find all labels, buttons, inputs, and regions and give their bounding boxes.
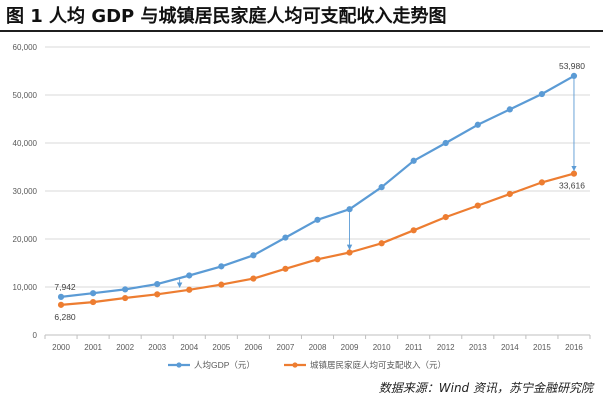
x-tick-label: 2011 xyxy=(405,343,423,352)
x-tick-label: 2003 xyxy=(148,343,166,352)
x-tick-label: 2012 xyxy=(437,343,455,352)
data-label: 6,280 xyxy=(54,312,76,322)
series-2-point xyxy=(89,298,97,306)
x-tick-label: 2001 xyxy=(84,343,102,352)
x-tick-label: 2000 xyxy=(52,343,70,352)
x-tick-label: 2008 xyxy=(309,343,327,352)
series-2-point xyxy=(250,275,257,282)
legend-label-1: 人均GDP（元） xyxy=(194,360,255,370)
series-2-point xyxy=(218,281,225,288)
series-1-point xyxy=(218,263,225,270)
series-1-point xyxy=(314,216,321,223)
x-tick-label: 2007 xyxy=(277,343,295,352)
series-1-point xyxy=(538,90,546,98)
series-1-point xyxy=(186,272,193,279)
series-2-point xyxy=(378,240,385,247)
legend-marker-1 xyxy=(176,362,182,368)
y-tick-label: 20,000 xyxy=(13,235,38,244)
series-1-point xyxy=(474,121,481,128)
x-tick-label: 2014 xyxy=(501,343,519,352)
series-1-point xyxy=(378,184,385,191)
series-2-point xyxy=(346,249,353,256)
series-2-point xyxy=(314,256,321,263)
x-tick-label: 2005 xyxy=(212,343,230,352)
y-tick-label: 40,000 xyxy=(13,139,38,148)
series-1-point xyxy=(154,281,161,288)
series-1-point xyxy=(570,72,578,79)
legend-label-2: 城镇居民家庭人均可支配收入（元） xyxy=(310,360,446,370)
x-tick-label: 2006 xyxy=(244,343,262,352)
series-2-point xyxy=(538,179,546,186)
x-tick-label: 2015 xyxy=(533,343,551,352)
y-tick-label: 60,000 xyxy=(13,43,38,52)
data-label: 33,616 xyxy=(559,181,585,191)
x-tick-label: 2009 xyxy=(341,343,359,352)
series-1-point xyxy=(282,234,289,241)
series-line-1 xyxy=(60,74,575,298)
series-2-point xyxy=(442,214,449,221)
x-tick-label: 2004 xyxy=(180,343,198,352)
page-title: 图 1 人均 GDP 与城镇居民家庭人均可支配收入走势图 xyxy=(6,6,447,27)
y-tick-label: 10,000 xyxy=(13,283,38,292)
series-2-point xyxy=(186,286,193,293)
data-label: 7,942 xyxy=(54,282,76,292)
series-1-point xyxy=(346,206,353,213)
legend-marker-2 xyxy=(292,362,298,368)
x-tick-label: 2010 xyxy=(373,343,391,352)
series-1-point xyxy=(250,252,257,259)
y-tick-label: 50,000 xyxy=(13,91,38,100)
source-note: 数据来源：Wind 资讯，苏宁金融研究院 xyxy=(378,381,593,395)
series-2-point xyxy=(154,291,161,298)
series-1-point xyxy=(89,290,97,297)
series-1-point xyxy=(122,286,129,293)
series-1-point xyxy=(442,139,449,147)
y-tick-label: 30,000 xyxy=(13,187,38,196)
x-tick-label: 2016 xyxy=(565,343,583,352)
series-2-point xyxy=(122,294,129,302)
series-2-point xyxy=(282,265,289,272)
x-tick-label: 2002 xyxy=(116,343,134,352)
title-underline xyxy=(0,30,603,32)
data-label: 53,980 xyxy=(559,61,585,71)
x-tick-label: 2013 xyxy=(469,343,487,352)
series-2-point xyxy=(474,202,481,209)
y-tick-label: 0 xyxy=(33,331,38,340)
series-2-point xyxy=(570,170,578,177)
series-1-point xyxy=(506,106,513,113)
series-2-point xyxy=(410,227,417,234)
series-2-point xyxy=(57,301,65,308)
series-2-point xyxy=(506,190,513,198)
series-1-point xyxy=(57,293,65,300)
series-1-point xyxy=(410,157,417,164)
